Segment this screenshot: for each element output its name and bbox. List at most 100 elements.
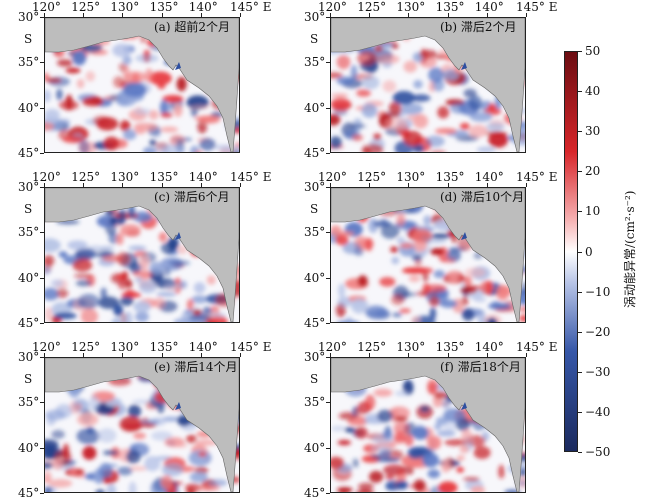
positive-anomaly-blob: [383, 464, 407, 476]
negative-anomaly-blob: [178, 280, 188, 289]
y-tick-label: 35°: [304, 395, 326, 410]
negative-anomaly-blob: [161, 463, 184, 477]
y-tick-label: 35°: [18, 225, 40, 240]
negative-anomaly-blob: [426, 238, 448, 244]
x-tick-label: 145° E: [516, 0, 558, 14]
x-tick-label: 130°: [396, 340, 426, 354]
negative-anomaly-blob: [411, 94, 431, 102]
y-tick-label: 45°: [304, 316, 326, 330]
x-tick-label: 125°: [71, 340, 101, 354]
x-tick-mark: [122, 183, 124, 187]
negative-anomaly-blob: [128, 245, 147, 251]
positive-anomaly-blob: [373, 388, 393, 397]
negative-anomaly-blob: [370, 445, 393, 451]
positive-anomaly-blob: [133, 432, 146, 440]
colorbar-tick: [578, 291, 582, 293]
negative-anomaly-blob: [149, 261, 166, 275]
positive-anomaly-blob: [119, 416, 143, 432]
positive-anomaly-blob: [76, 78, 85, 89]
positive-anomaly-blob: [336, 54, 351, 70]
panel-title: (f) 滞后18个月: [440, 360, 521, 374]
x-tick-label: 125°: [71, 0, 101, 14]
positive-anomaly-blob: [364, 237, 373, 252]
x-tick-label: 135°: [435, 340, 465, 354]
negative-anomaly-blob: [361, 103, 378, 118]
negative-anomaly-blob: [106, 484, 117, 492]
negative-anomaly-blob: [144, 456, 161, 472]
anomaly-field: [331, 188, 525, 322]
positive-anomaly-blob: [85, 71, 96, 82]
positive-anomaly-blob: [438, 481, 458, 492]
x-tick-mark: [408, 353, 410, 357]
y-unit-label: S: [310, 32, 319, 46]
negative-anomaly-blob: [396, 236, 406, 245]
positive-anomaly-blob: [117, 280, 127, 290]
x-tick-label: 135°: [149, 0, 179, 14]
x-tick-label: 135°: [435, 170, 465, 184]
negative-anomaly-blob: [207, 479, 228, 487]
negative-anomaly-blob: [220, 147, 239, 152]
x-tick-label: 130°: [110, 0, 140, 14]
positive-anomaly-blob: [356, 490, 375, 492]
negative-anomaly-blob: [45, 108, 60, 122]
x-tick-mark: [240, 13, 241, 17]
negative-anomaly-blob: [349, 299, 370, 309]
negative-anomaly-blob: [123, 82, 147, 98]
colorbar-tick-label: −10: [585, 284, 611, 299]
gulf-water: [175, 232, 181, 240]
negative-anomaly-blob: [490, 301, 502, 309]
negative-anomaly-blob: [233, 151, 239, 152]
y-tick-label: 30°: [18, 350, 40, 364]
negative-anomaly-blob: [352, 458, 359, 468]
positive-anomaly-blob: [404, 434, 414, 447]
negative-anomaly-blob: [89, 395, 100, 412]
negative-anomaly-blob: [156, 291, 177, 297]
negative-anomaly-blob: [413, 79, 423, 89]
positive-anomaly-blob: [197, 120, 208, 134]
x-tick-label: 135°: [149, 170, 179, 184]
negative-anomaly-blob: [391, 256, 400, 265]
positive-anomaly-blob: [196, 486, 220, 492]
x-tick-label: 125°: [71, 170, 101, 184]
positive-anomaly-blob: [403, 130, 423, 147]
positive-anomaly-blob: [45, 122, 55, 131]
x-tick-mark: [83, 183, 85, 187]
positive-anomaly-blob: [357, 50, 377, 66]
positive-anomaly-blob: [331, 72, 343, 79]
negative-anomaly-blob: [442, 399, 451, 410]
colorbar-tick: [578, 131, 582, 133]
negative-anomaly-blob: [133, 108, 151, 115]
gulf-water: [461, 62, 467, 70]
negative-anomaly-blob: [110, 318, 121, 322]
positive-anomaly-blob: [78, 141, 97, 152]
positive-anomaly-blob: [198, 451, 207, 457]
y-tick-label: 35°: [304, 225, 326, 240]
x-tick-mark: [330, 183, 331, 187]
negative-anomaly-blob: [123, 129, 137, 140]
negative-anomaly-blob: [429, 307, 437, 320]
positive-anomaly-blob: [80, 308, 99, 322]
y-unit-label: S: [24, 32, 33, 46]
positive-anomaly-blob: [403, 60, 418, 73]
negative-anomaly-blob: [519, 127, 525, 135]
negative-anomaly-blob: [486, 122, 505, 132]
colorbar-tick: [578, 331, 582, 333]
negative-anomaly-blob: [109, 216, 117, 226]
negative-anomaly-blob: [120, 296, 134, 306]
x-tick-mark: [447, 13, 449, 17]
colorbar-tick-label: −30: [585, 364, 611, 379]
positive-anomaly-blob: [459, 445, 469, 454]
positive-anomaly-blob: [139, 254, 149, 271]
negative-anomaly-blob: [423, 215, 432, 226]
negative-anomaly-blob: [45, 265, 52, 275]
positive-anomaly-blob: [73, 403, 82, 411]
positive-anomaly-blob: [437, 106, 450, 119]
anomaly-field: [45, 188, 239, 322]
y-tick-label: 35°: [18, 55, 40, 70]
positive-anomaly-blob: [331, 456, 345, 469]
positive-anomaly-blob: [485, 280, 493, 296]
positive-anomaly-blob: [374, 45, 383, 52]
positive-anomaly-blob: [161, 475, 173, 490]
x-tick-label: 140°: [188, 340, 218, 354]
x-tick-label: 145° E: [516, 170, 558, 184]
